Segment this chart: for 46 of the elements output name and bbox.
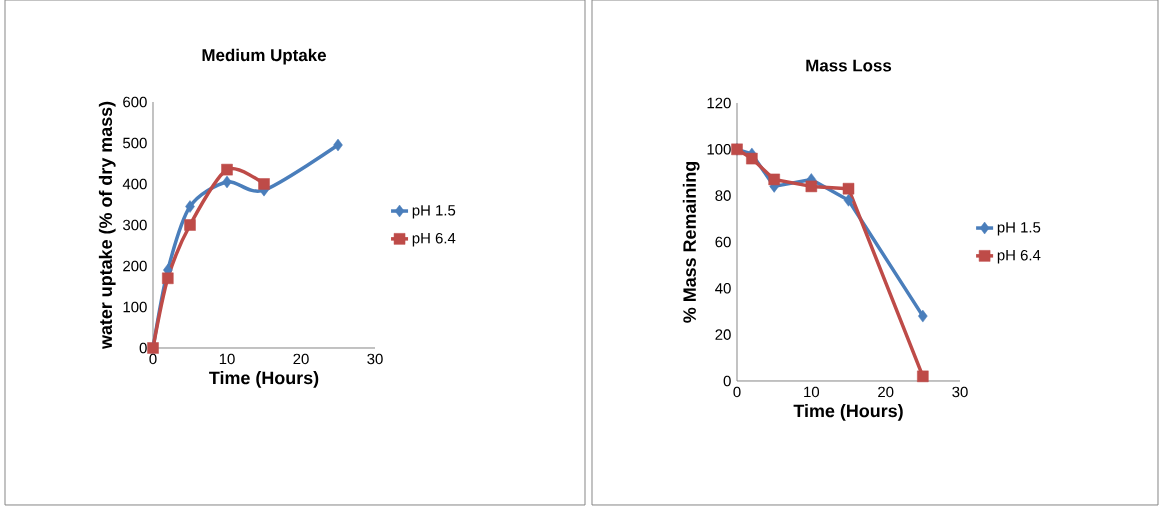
x-tick-label: 20 bbox=[293, 353, 309, 365]
point bbox=[918, 309, 928, 323]
y-tick-label: 500 bbox=[123, 137, 147, 149]
x-tick-label: 10 bbox=[219, 353, 235, 365]
point bbox=[842, 182, 855, 195]
x-tick-label: 20 bbox=[878, 386, 894, 398]
x-tick-label: 0 bbox=[733, 386, 741, 398]
y-tick-label: 20 bbox=[715, 329, 731, 340]
y-tick-label: 100 bbox=[707, 144, 731, 155]
x-axis-title: Time (Hours) bbox=[209, 371, 319, 388]
y-tick-label: 60 bbox=[715, 236, 731, 248]
legend-label: pH 1.5 bbox=[412, 205, 456, 219]
chart-title: Medium Uptake bbox=[202, 48, 326, 65]
point bbox=[184, 219, 196, 231]
legend-label: pH 6.4 bbox=[412, 232, 456, 247]
point bbox=[917, 370, 929, 383]
y-axis-title: water uptake (% of dry mass) bbox=[98, 101, 116, 350]
point bbox=[805, 180, 818, 193]
x-tick-label: 30 bbox=[952, 386, 968, 398]
chart-title: Mass Loss bbox=[806, 59, 892, 72]
point bbox=[843, 194, 854, 207]
y-tick-label: 0 bbox=[139, 342, 147, 354]
point bbox=[162, 272, 174, 285]
y-tick-label: 400 bbox=[122, 178, 147, 190]
point bbox=[746, 152, 758, 165]
point bbox=[333, 138, 343, 152]
point bbox=[222, 175, 232, 189]
legend-label: pH 1.5 bbox=[997, 222, 1041, 236]
legend-label: pH 6.4 bbox=[997, 249, 1041, 264]
y-tick-label: 120 bbox=[707, 97, 731, 109]
point bbox=[258, 178, 270, 190]
y-tick-label: 300 bbox=[122, 219, 147, 231]
y-tick-label: 200 bbox=[123, 260, 147, 272]
point bbox=[185, 200, 195, 213]
point bbox=[768, 173, 780, 186]
y-tick-label: 100 bbox=[123, 301, 147, 313]
point bbox=[221, 163, 233, 176]
x-tick-label: 30 bbox=[367, 353, 383, 365]
y-tick-label: 0 bbox=[723, 375, 731, 387]
x-tick-label: 10 bbox=[804, 386, 820, 398]
y-axis-title: % Mass Remaining bbox=[682, 161, 700, 323]
x-tick-label: 0 bbox=[149, 353, 157, 365]
y-tick-label: 600 bbox=[123, 96, 147, 108]
x-axis-title: Time (Hours) bbox=[793, 404, 903, 421]
y-tick-label: 80 bbox=[715, 190, 731, 201]
y-tick-label: 40 bbox=[715, 283, 731, 294]
